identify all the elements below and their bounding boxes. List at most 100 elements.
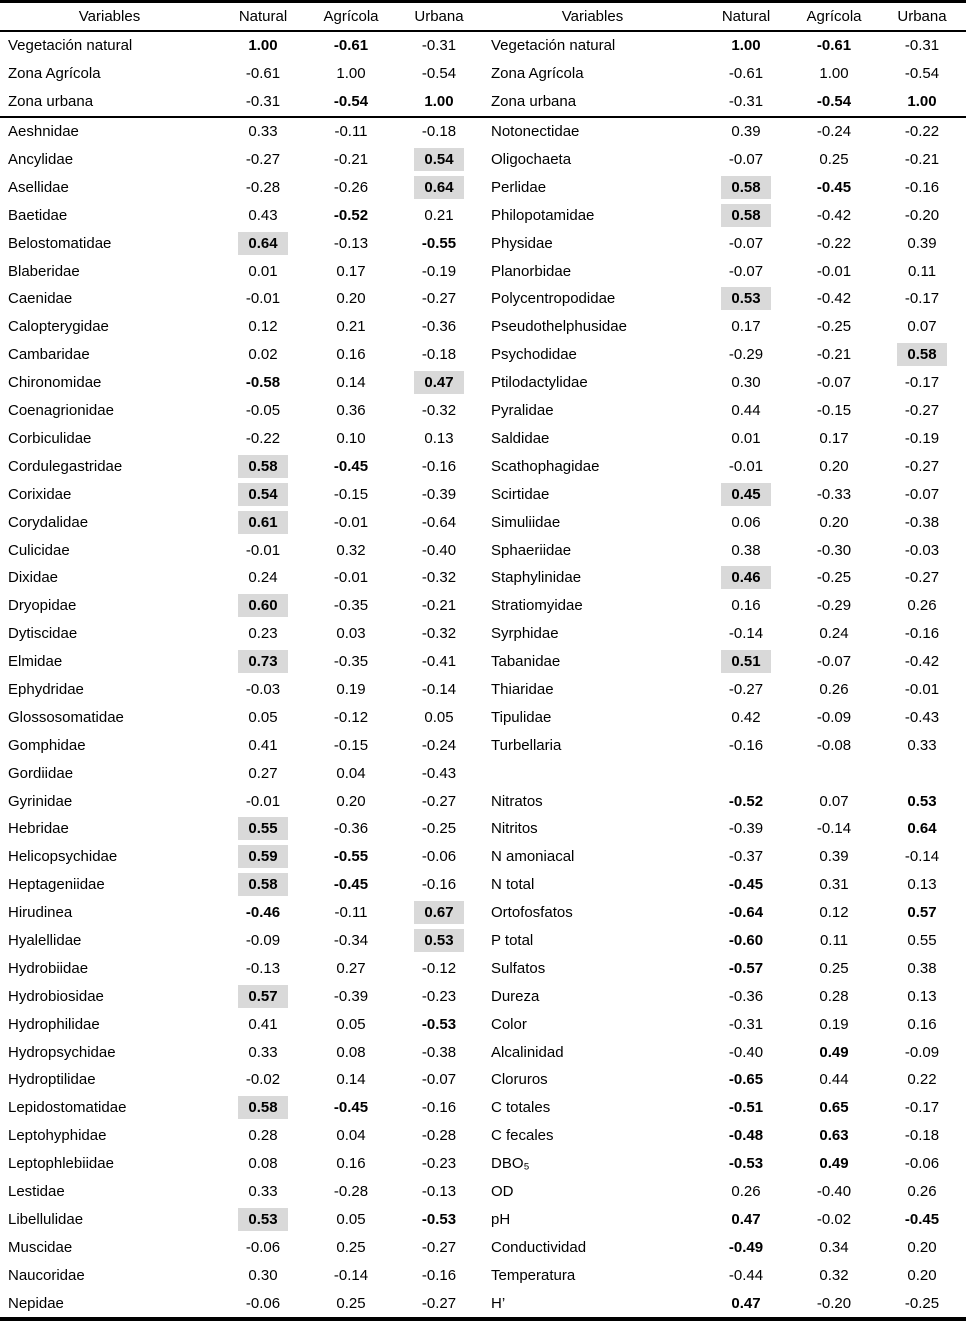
value-cell: 0.23 xyxy=(219,622,307,645)
row-label: Dureza xyxy=(491,987,540,1005)
correlation-value: -0.09 xyxy=(816,708,852,726)
value-cell: 0.13 xyxy=(395,427,483,450)
value-cell: 0.55 xyxy=(878,929,966,952)
correlation-value: -0.46 xyxy=(245,904,281,922)
correlation-value-highlighted: 0.53 xyxy=(414,928,464,952)
row-label: Ephydridae xyxy=(8,680,84,698)
row-label: Chironomidae xyxy=(8,374,102,392)
value-cell: -0.61 xyxy=(219,62,307,85)
taxa-section: Notonectidae 0.39 -0.24 -0.22 Oligochaeta -0.… xyxy=(483,118,966,1317)
correlation-value: -0.55 xyxy=(333,848,369,866)
value-cell: -0.07 xyxy=(790,650,878,673)
row-label: Hydroptilidae xyxy=(8,1071,96,1089)
value-cell: -0.21 xyxy=(790,343,878,366)
correlation-value: -0.42 xyxy=(816,290,852,308)
correlation-value xyxy=(824,770,844,776)
row-label: Dixidae xyxy=(8,569,59,587)
table-row: Zona urbana -0.31 -0.54 1.00 xyxy=(0,88,483,116)
row-label: Corixidae xyxy=(8,485,72,503)
value-cell: -0.01 xyxy=(219,790,307,813)
correlation-value: 0.05 xyxy=(336,1210,366,1228)
correlation-value: 0.27 xyxy=(248,764,278,782)
value-cell: 0.30 xyxy=(702,371,790,394)
correlation-value: -0.64 xyxy=(728,904,764,922)
correlation-value: 0.31 xyxy=(819,876,849,894)
value-cell: 0.63 xyxy=(790,1124,878,1147)
correlation-value: -0.45 xyxy=(904,1210,940,1228)
value-cell: 0.54 xyxy=(219,482,307,506)
value-cell: -0.31 xyxy=(395,34,483,57)
value-cell: 0.25 xyxy=(790,957,878,980)
col-header-urbana: Urbana xyxy=(414,8,464,26)
landuse-section: Vegetación natural 1.00 -0.61 -0.31 Zona Agr… xyxy=(483,32,966,118)
correlation-value: 0.19 xyxy=(336,680,366,698)
value-cell: 0.21 xyxy=(395,204,483,227)
row-label: Caenidae xyxy=(8,290,73,308)
value-cell: -0.25 xyxy=(790,566,878,589)
table-row: N total -0.45 0.31 0.13 xyxy=(483,871,966,899)
value-cell: 0.12 xyxy=(790,901,878,924)
table-row: Culicidae -0.01 0.32 -0.40 xyxy=(0,536,483,564)
row-label: C totales xyxy=(491,1099,551,1117)
row-label: Aeshnidae xyxy=(8,123,79,141)
correlation-value: -0.39 xyxy=(728,820,764,838)
value-cell: -0.61 xyxy=(702,62,790,85)
value-cell: -0.36 xyxy=(307,817,395,840)
value-cell: -0.37 xyxy=(702,845,790,868)
row-label: Ptilodactylidae xyxy=(491,374,588,392)
value-cell: 1.00 xyxy=(307,62,395,85)
value-cell: -0.18 xyxy=(395,343,483,366)
table-row: Coenagrionidae -0.05 0.36 -0.32 xyxy=(0,397,483,425)
correlation-value: -0.31 xyxy=(245,93,281,111)
table-row: Caenidae -0.01 0.20 -0.27 xyxy=(0,285,483,313)
row-label: Philopotamidae xyxy=(491,206,595,224)
row-label: Leptohyphidae xyxy=(8,1127,107,1145)
row-label: Blaberidae xyxy=(8,262,80,280)
table-row: Dryopidae 0.60 -0.35 -0.21 xyxy=(0,592,483,620)
correlation-value: -0.01 xyxy=(245,541,281,559)
correlation-value: -0.01 xyxy=(245,792,281,810)
row-label: Lestidae xyxy=(8,1182,65,1200)
correlation-value: -0.31 xyxy=(728,93,764,111)
correlation-value: 0.08 xyxy=(336,1043,366,1061)
correlation-value: 0.24 xyxy=(248,569,278,587)
value-cell: -0.12 xyxy=(307,706,395,729)
row-label: Nepidae xyxy=(8,1294,64,1312)
row-label: Heptageniidae xyxy=(8,876,105,894)
value-cell: 1.00 xyxy=(702,34,790,57)
correlation-value: -0.42 xyxy=(816,206,852,224)
correlation-value: -0.27 xyxy=(904,402,940,420)
value-cell: 0.51 xyxy=(702,650,790,674)
value-cell: 0.20 xyxy=(878,1264,966,1287)
value-cell: 0.54 xyxy=(395,148,483,172)
value-cell: -0.35 xyxy=(307,650,395,673)
value-cell: 0.04 xyxy=(307,762,395,785)
correlation-value: -0.19 xyxy=(421,262,457,280)
correlation-value: 0.25 xyxy=(819,151,849,169)
correlation-value: 0.32 xyxy=(819,1266,849,1284)
value-cell: -0.54 xyxy=(307,90,395,113)
table-row: Polycentropodidae 0.53 -0.42 -0.17 xyxy=(483,285,966,313)
row-label: Elmidae xyxy=(8,653,63,671)
value-cell: -0.27 xyxy=(395,1292,483,1315)
correlation-value: 0.05 xyxy=(424,708,454,726)
value-cell: 0.58 xyxy=(702,175,790,199)
value-cell: -0.18 xyxy=(878,1124,966,1147)
table-row: Libellulidae 0.53 0.05 -0.53 xyxy=(0,1205,483,1233)
correlation-value-highlighted: 0.53 xyxy=(721,287,771,311)
value-cell: -0.61 xyxy=(790,34,878,57)
row-label: Hydrobiosidae xyxy=(8,987,104,1005)
correlation-value: -0.01 xyxy=(333,569,369,587)
value-cell: -0.05 xyxy=(219,399,307,422)
row-label: Temperatura xyxy=(491,1266,576,1284)
table-row: Corydalidae 0.61 -0.01 -0.64 xyxy=(0,508,483,536)
correlation-value: 0.16 xyxy=(336,1155,366,1173)
correlation-value: -0.06 xyxy=(245,1238,281,1256)
value-cell: -0.01 xyxy=(790,260,878,283)
correlation-value: -0.01 xyxy=(245,290,281,308)
correlation-value: 0.14 xyxy=(336,1071,366,1089)
value-cell: 0.64 xyxy=(395,175,483,199)
table-row: OD 0.26 -0.40 0.26 xyxy=(483,1178,966,1206)
value-cell: -0.29 xyxy=(790,594,878,617)
value-cell: -0.19 xyxy=(878,427,966,450)
